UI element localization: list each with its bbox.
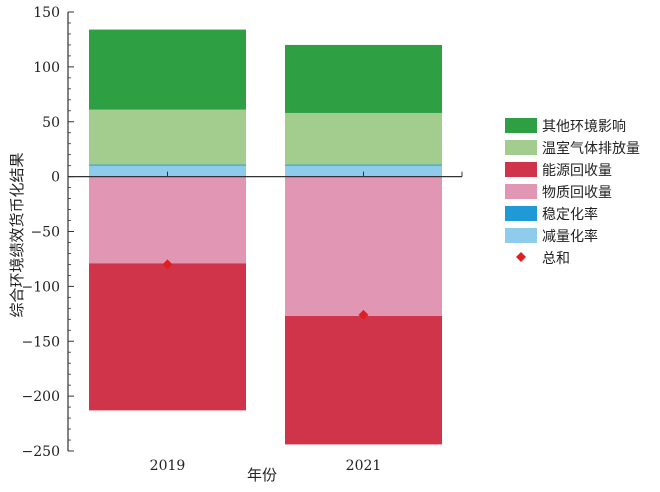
legend-swatch-total bbox=[516, 252, 526, 262]
bar-2021-series-0 bbox=[285, 44, 442, 113]
bar-2019-series-4 bbox=[89, 164, 246, 166]
bar-2021-series-1 bbox=[285, 112, 442, 165]
legend-swatch-1 bbox=[505, 140, 537, 155]
legend-label-1: 温室气体排放量 bbox=[542, 140, 640, 157]
y-tick-label: −200 bbox=[22, 389, 60, 405]
y-tick-label: 50 bbox=[42, 115, 60, 131]
legend-label-4: 稳定化率 bbox=[542, 206, 598, 223]
bar-2019-series-0 bbox=[89, 29, 246, 110]
y-tick-label: −150 bbox=[22, 334, 60, 350]
legend-swatch-4 bbox=[505, 206, 537, 221]
bar-2021-series-4 bbox=[285, 164, 442, 166]
total-marker-2021 bbox=[358, 309, 369, 320]
x-tick-label-2019: 2019 bbox=[150, 458, 186, 474]
bar-2019-series-5 bbox=[89, 165, 246, 177]
bar-2019-series-1 bbox=[89, 109, 246, 165]
legend-label-5: 减量化率 bbox=[542, 228, 598, 245]
bar-2021-series-3 bbox=[285, 176, 442, 317]
legend-swatch-0 bbox=[505, 118, 537, 133]
legend-label-total: 总和 bbox=[542, 251, 570, 267]
legend-label-0: 其他环境影响 bbox=[542, 119, 626, 135]
legend-label-2: 能源回收量 bbox=[542, 163, 612, 179]
x-tick-label-2021: 2021 bbox=[346, 458, 382, 474]
y-tick-label: −50 bbox=[30, 225, 60, 241]
legend-swatch-2 bbox=[505, 162, 537, 177]
bar-2019-series-3 bbox=[89, 176, 246, 264]
y-tick-label: 0 bbox=[51, 170, 60, 186]
bar-2021-series-2 bbox=[285, 316, 442, 445]
bar-2021-series-5 bbox=[285, 165, 442, 177]
legend-swatch-3 bbox=[505, 184, 537, 199]
y-axis-label: 综合环境绩效货币化结果 bbox=[8, 152, 26, 317]
total-marker-2019 bbox=[162, 259, 173, 270]
legend-label-3: 物质回收量 bbox=[542, 185, 612, 201]
x-axis-label: 年份 bbox=[247, 466, 277, 484]
legend-swatch-5 bbox=[505, 228, 537, 243]
y-tick-label: 150 bbox=[33, 5, 60, 21]
y-tick-label: −250 bbox=[22, 444, 60, 460]
bar-2019-series-2 bbox=[89, 263, 246, 411]
y-tick-label: 100 bbox=[33, 60, 60, 76]
y-tick-label: −100 bbox=[22, 279, 60, 295]
